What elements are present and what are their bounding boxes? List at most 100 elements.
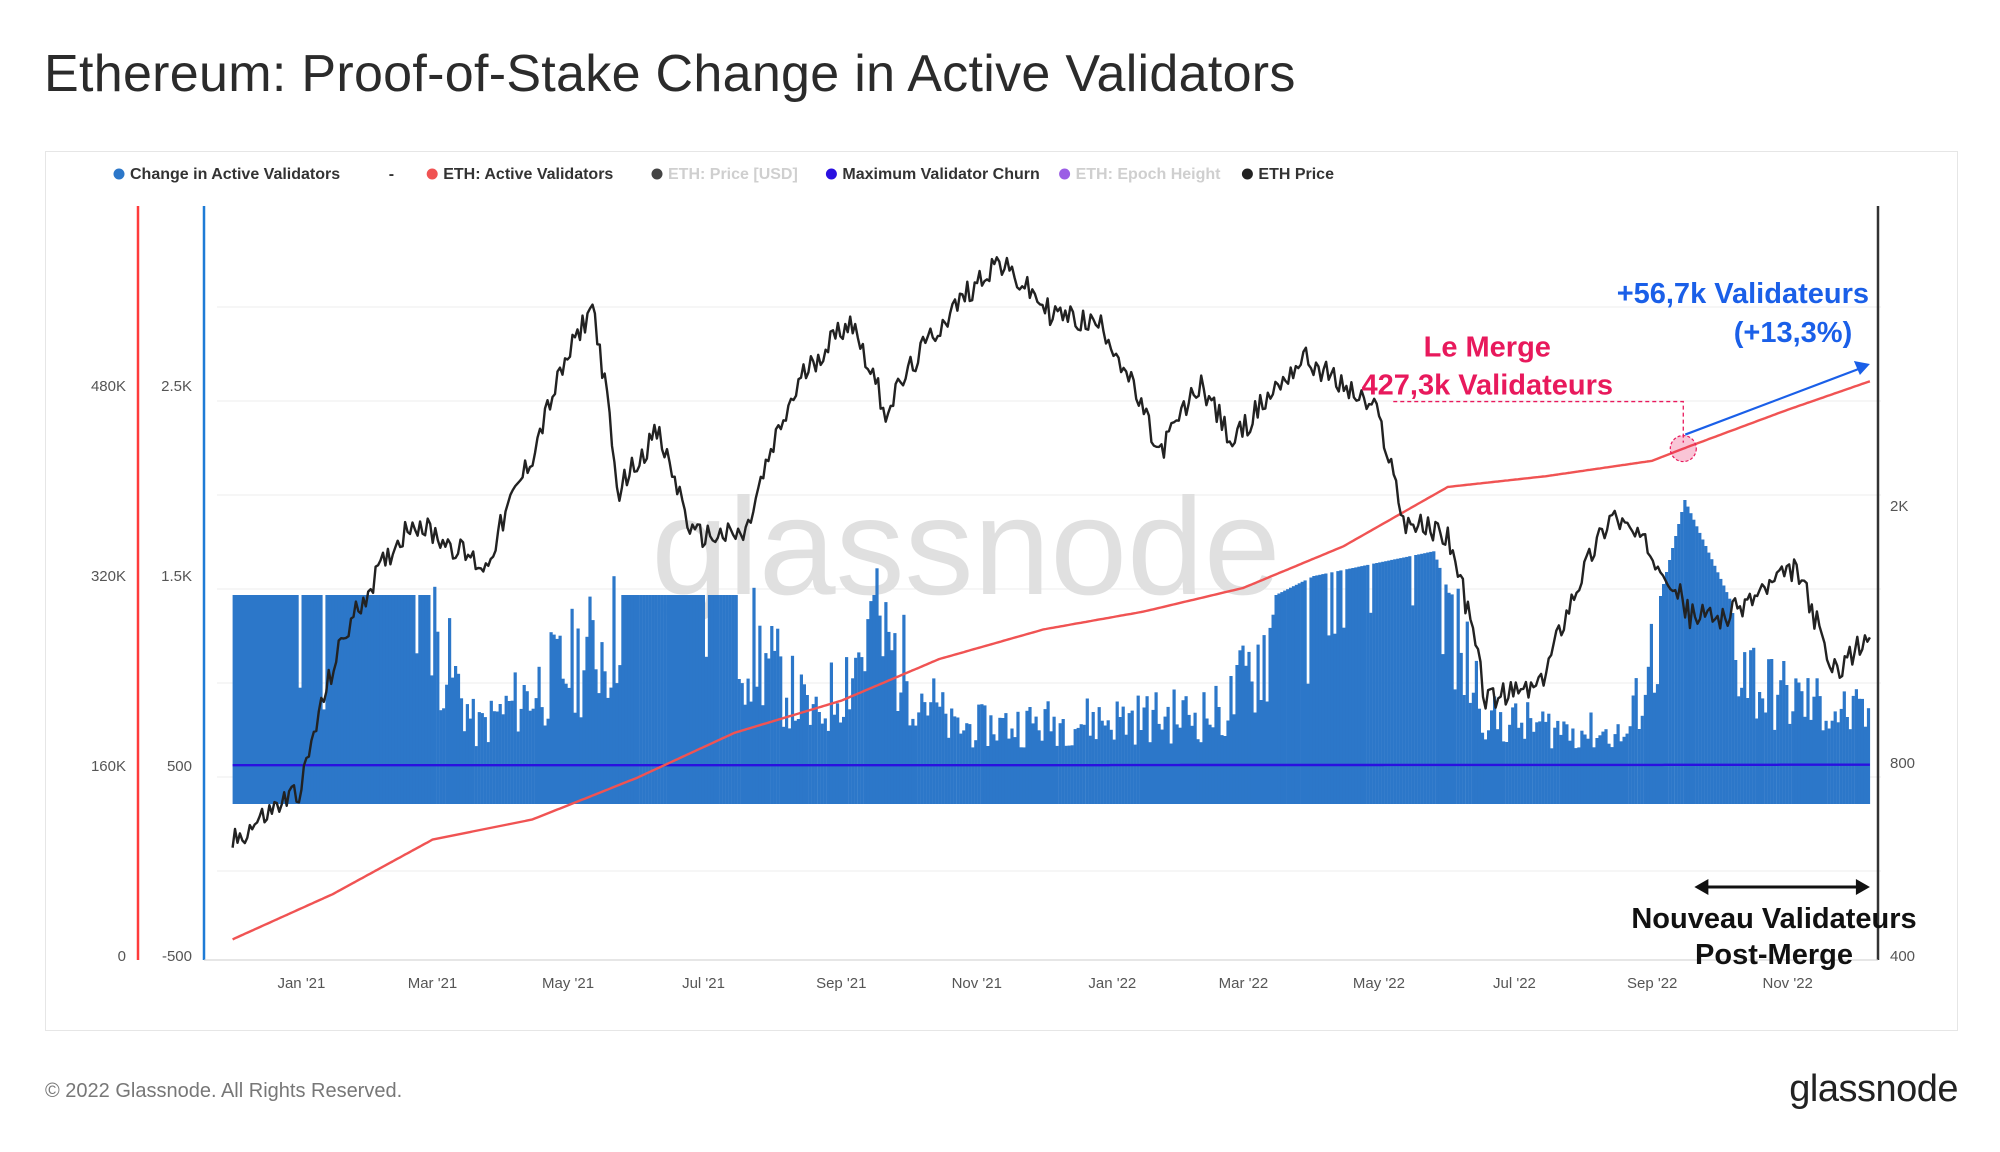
- change-bar: [642, 595, 646, 804]
- change-bar: [1414, 555, 1418, 804]
- change-bar: [534, 698, 538, 804]
- change-bar: [1432, 551, 1436, 804]
- change-bar: [1586, 738, 1590, 804]
- change-bar: [1241, 645, 1245, 804]
- change-bar: [1046, 701, 1050, 804]
- change-bar: [456, 673, 461, 804]
- legend-marker: [1241, 168, 1253, 180]
- change-bar: [848, 709, 852, 804]
- change-bar: [701, 595, 705, 804]
- change-bar: [1300, 581, 1304, 804]
- change-bar: [259, 595, 263, 804]
- legend-label: Change in Active Validators: [130, 166, 340, 183]
- change-bar: [1607, 743, 1611, 804]
- change-bar: [1610, 747, 1614, 804]
- legend-marker: [426, 168, 438, 180]
- change-bar: [1474, 660, 1478, 804]
- change-bar: [1127, 713, 1131, 804]
- change-bar: [1420, 553, 1424, 804]
- active-validators-tick-label: 0: [118, 948, 126, 965]
- change-bar: [1265, 701, 1269, 804]
- change-bar: [633, 595, 637, 804]
- change-bar: [244, 595, 248, 804]
- change-bar: [280, 595, 284, 804]
- change-bar: [953, 716, 957, 804]
- change-bar: [235, 595, 239, 804]
- change-bar: [1529, 718, 1533, 804]
- change-bar: [1541, 711, 1545, 804]
- change-bar: [232, 595, 236, 804]
- change-bar: [238, 595, 242, 804]
- price-tick-label: 800: [1890, 755, 1915, 772]
- change-bar: [510, 700, 514, 804]
- change-bar: [1181, 700, 1185, 804]
- change-bar: [406, 595, 410, 804]
- change-bar: [1399, 558, 1403, 804]
- post-merge-arrowhead-left: [1694, 879, 1709, 895]
- change-bar: [1052, 716, 1056, 804]
- change-bar: [1719, 578, 1723, 804]
- change-bar: [1613, 734, 1617, 804]
- active-validators-tick-label: 320K: [91, 568, 126, 585]
- change-bar: [1547, 713, 1551, 804]
- change-bar: [1830, 720, 1834, 804]
- change-bar: [1318, 574, 1322, 804]
- change-bar: [1112, 739, 1116, 804]
- change-bar: [1583, 734, 1587, 804]
- change-bar: [1327, 635, 1331, 804]
- change-bar: [1471, 692, 1475, 804]
- change-bar: [1646, 666, 1650, 804]
- change-bar: [1559, 734, 1563, 804]
- change-bar: [1662, 584, 1666, 804]
- change-bar: [941, 692, 945, 804]
- change-bar: [492, 711, 496, 804]
- change-bar: [1199, 742, 1203, 804]
- change-bar: [1259, 700, 1263, 804]
- change-bar: [462, 731, 467, 804]
- change-bar: [558, 635, 562, 804]
- post-merge-arrowhead-right: [1855, 879, 1870, 895]
- x-tick-label: Nov '21: [952, 975, 1002, 992]
- change-bar: [1622, 736, 1626, 804]
- change-bar: [866, 619, 870, 804]
- change-bar: [838, 722, 843, 804]
- change-bar: [884, 602, 888, 804]
- change-bar: [796, 719, 800, 804]
- change-bar: [1034, 716, 1038, 804]
- change-bar: [1333, 633, 1337, 804]
- change-bar: [989, 715, 993, 804]
- change-bar: [1671, 548, 1675, 804]
- change-bar: [1339, 570, 1343, 804]
- change-bar: [1390, 559, 1394, 804]
- change-bar: [1764, 712, 1768, 804]
- change-bar: [439, 710, 443, 804]
- change-bar: [1214, 685, 1218, 804]
- change-bar: [1372, 563, 1376, 804]
- change-bar: [1725, 592, 1729, 804]
- change-bar: [576, 628, 580, 804]
- change-bar: [1291, 586, 1296, 804]
- legend-label: ETH Price: [1258, 166, 1334, 183]
- change-bar: [980, 704, 984, 804]
- change-bar: [1791, 711, 1795, 804]
- change-bar: [618, 665, 622, 804]
- change-bar: [1680, 512, 1684, 804]
- change-bar: [1836, 722, 1840, 804]
- change-bar: [507, 701, 511, 804]
- change-bar: [1130, 710, 1134, 804]
- change-bar: [1085, 698, 1089, 804]
- change-bar: [1184, 696, 1188, 804]
- change-bar: [1271, 614, 1275, 804]
- change-bar: [1004, 713, 1008, 804]
- change-bar: [938, 706, 942, 804]
- change-bar: [1315, 575, 1319, 804]
- change-bar: [974, 740, 978, 804]
- change-bar: [1324, 573, 1328, 804]
- change-bar: [663, 595, 667, 804]
- change-bar: [1634, 678, 1638, 804]
- x-tick-label: Sep '22: [1627, 975, 1677, 992]
- change-bar: [409, 595, 413, 804]
- change-bar: [1136, 695, 1140, 804]
- change-bar: [289, 595, 293, 804]
- change-bar: [1405, 556, 1409, 804]
